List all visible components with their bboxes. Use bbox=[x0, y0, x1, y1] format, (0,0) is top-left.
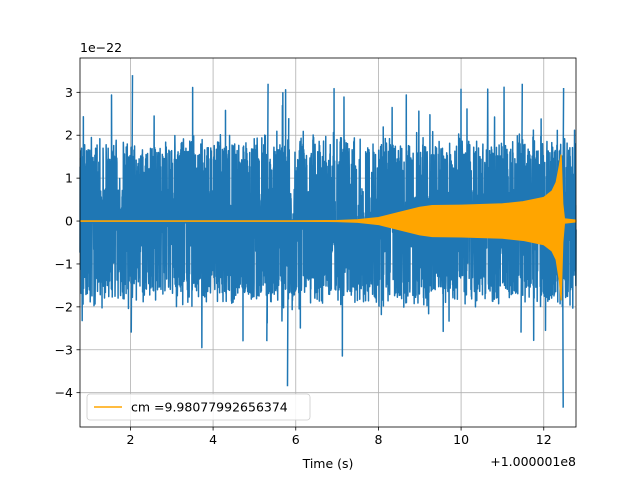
strain-line bbox=[79, 75, 577, 408]
y-axis-ticks: −4 −3 −2 −1 0 1 2 3 bbox=[55, 85, 80, 400]
x-tick-label: 8 bbox=[374, 432, 382, 447]
strain-series bbox=[79, 75, 577, 408]
x-axis-label: Time (s) bbox=[302, 456, 354, 471]
x-tick-label: 2 bbox=[126, 432, 134, 447]
y-tick-label: 0 bbox=[65, 214, 73, 229]
y-tick-label: −2 bbox=[55, 299, 73, 314]
legend-entry-template: cm =9.98077992656374 bbox=[131, 400, 288, 415]
axes-frame bbox=[79, 57, 577, 428]
x-axis-ticks: 2 4 6 8 10 12 bbox=[126, 427, 552, 447]
y-tick-label: −3 bbox=[55, 342, 73, 357]
legend-box bbox=[86, 393, 311, 421]
y-tick-label: 3 bbox=[65, 85, 73, 100]
y-tick-label: −4 bbox=[55, 385, 73, 400]
y-tick-label: −1 bbox=[55, 256, 73, 271]
x-tick-label: 4 bbox=[209, 432, 217, 447]
y-tick-label: 1 bbox=[65, 171, 73, 186]
x-offset-label: +1.000001e8 bbox=[490, 454, 576, 469]
x-tick-label: 6 bbox=[292, 432, 300, 447]
x-tick-label: 12 bbox=[536, 432, 552, 447]
y-tick-label: 2 bbox=[65, 128, 73, 143]
x-tick-label: 10 bbox=[453, 432, 469, 447]
y-scale-label: 1e−22 bbox=[80, 40, 122, 55]
legend: cm =9.98077992656374 bbox=[86, 393, 311, 421]
